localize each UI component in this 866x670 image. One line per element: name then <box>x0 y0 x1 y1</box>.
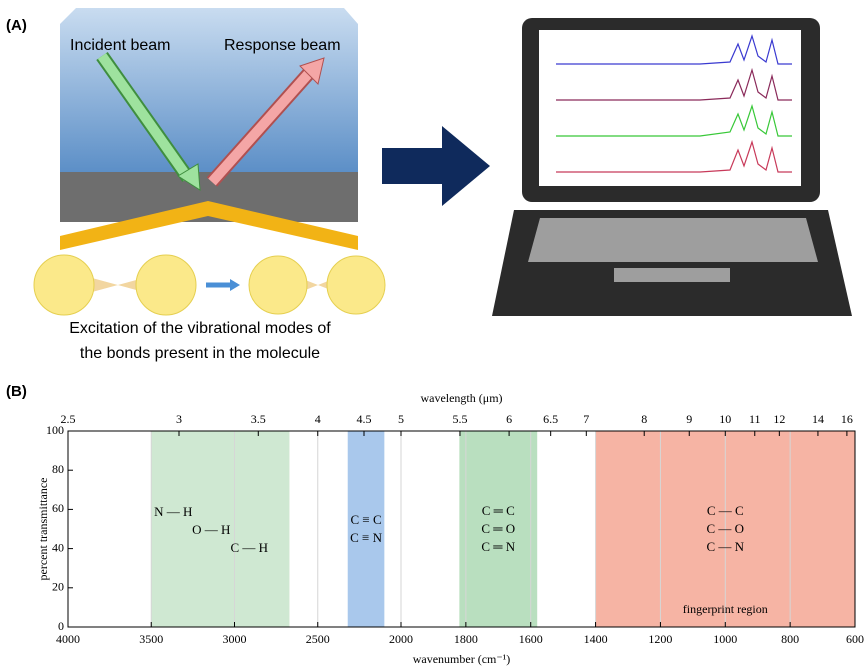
x2-axis-label: wavelength (μm) <box>420 391 502 405</box>
x2-tick-label: 11 <box>749 412 761 426</box>
caption: the bonds present in the molecule <box>80 345 320 362</box>
x-tick-label: 1200 <box>648 632 672 646</box>
x2-tick-label: 8 <box>641 412 647 426</box>
response-label: Response beam <box>224 37 341 54</box>
band <box>459 431 538 627</box>
x-tick-label: 3500 <box>139 632 163 646</box>
band-label: C ≡ N <box>350 530 383 545</box>
y-tick-label: 20 <box>52 580 64 594</box>
y-tick-label: 40 <box>52 540 64 554</box>
x2-tick-label: 7 <box>583 412 589 426</box>
x2-tick-label: 5 <box>398 412 404 426</box>
x-axis-label: wavenumber (cm⁻¹) <box>413 652 511 666</box>
response-arrow-head <box>299 57 325 85</box>
y-axis-label: percent transmittance <box>36 478 50 581</box>
x-tick-label: 2000 <box>389 632 413 646</box>
keyboard <box>528 218 818 262</box>
band-label: N — H <box>154 504 192 519</box>
band-label: C ═ O <box>481 521 515 536</box>
x-tick-label: 3000 <box>223 632 247 646</box>
x2-tick-label: 5.5 <box>452 412 467 426</box>
x2-tick-label: 3 <box>176 412 182 426</box>
x-tick-label: 1400 <box>584 632 608 646</box>
x2-tick-label: 9 <box>686 412 692 426</box>
x-tick-label: 1600 <box>519 632 543 646</box>
x2-tick-label: 10 <box>719 412 731 426</box>
x-tick-label: 2500 <box>306 632 330 646</box>
band <box>347 431 385 627</box>
incident-label: Incident beam <box>70 37 171 54</box>
incident-arrow-head <box>177 163 201 191</box>
y-tick-label: 60 <box>52 501 64 515</box>
x-tick-label: 1800 <box>454 632 478 646</box>
caption: Excitation of the vibrational modes of <box>69 320 331 337</box>
x-tick-label: 600 <box>846 632 864 646</box>
panel-label: (B) <box>6 383 27 400</box>
band-label: C — N <box>707 539 745 554</box>
band-label: C — C <box>707 503 744 518</box>
x2-tick-label: 6 <box>506 412 512 426</box>
x2-tick-label: 4.5 <box>357 412 372 426</box>
x2-tick-label: 3.5 <box>251 412 266 426</box>
medium <box>60 8 358 172</box>
big-arrow <box>382 126 490 206</box>
incident-arrow <box>97 53 193 181</box>
molecule <box>33 254 386 316</box>
x2-tick-label: 14 <box>812 412 824 426</box>
panel-label: (A) <box>6 17 27 34</box>
x2-tick-label: 4 <box>315 412 321 426</box>
small-arrow-head <box>230 279 240 291</box>
y-tick-label: 0 <box>58 619 64 633</box>
band-label: C — H <box>230 540 268 555</box>
x-tick-label: 4000 <box>56 632 80 646</box>
band-label: C ═ C <box>482 503 515 518</box>
x-tick-label: 800 <box>781 632 799 646</box>
x2-tick-label: 2.5 <box>61 412 76 426</box>
display <box>539 30 801 186</box>
y-tick-label: 100 <box>46 423 64 437</box>
x2-tick-label: 6.5 <box>543 412 558 426</box>
band <box>151 431 290 627</box>
band-label: O — H <box>192 522 230 537</box>
screen-spectra <box>556 34 792 173</box>
wave <box>60 201 358 250</box>
x2-tick-label: 16 <box>841 412 853 426</box>
plot-frame <box>67 430 856 628</box>
band-label: C ═ N <box>481 539 515 554</box>
band-note: fingerprint region <box>683 602 768 616</box>
x-tick-label: 1000 <box>713 632 737 646</box>
response-arrow <box>208 68 314 186</box>
x2-tick-label: 12 <box>773 412 785 426</box>
touchpad <box>614 268 730 282</box>
band-label: C ≡ C <box>350 512 381 527</box>
y-tick-label: 80 <box>52 462 64 476</box>
band-label: C — O <box>707 521 745 536</box>
